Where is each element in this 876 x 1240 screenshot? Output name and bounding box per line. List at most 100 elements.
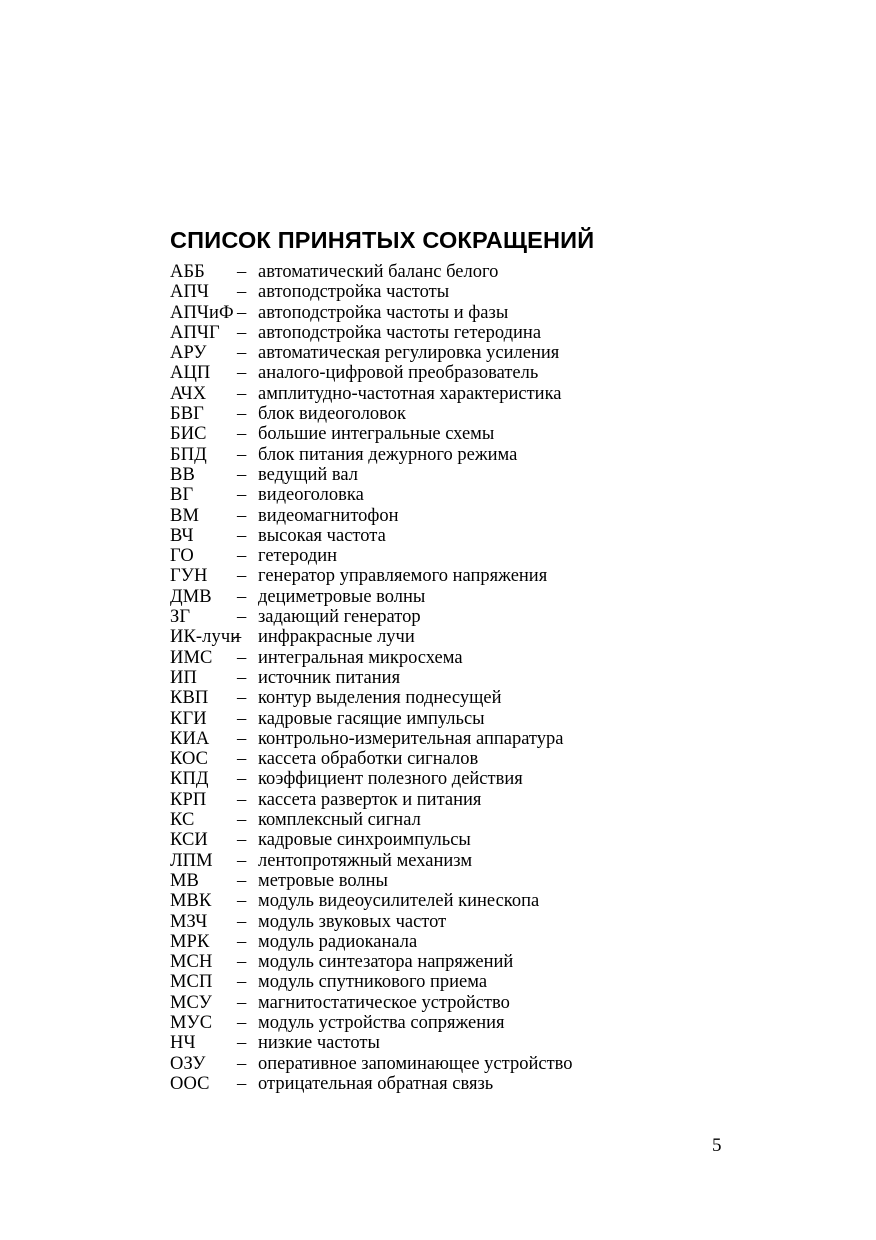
abbreviation-term: ЗГ xyxy=(170,607,191,628)
abbreviation-term: КИА xyxy=(170,728,210,749)
abbreviation-dash: – xyxy=(237,607,247,628)
abbreviation-term: ИМС xyxy=(170,647,213,668)
abbreviation-dash: – xyxy=(237,688,247,709)
abbreviation-definition: задающий генератор xyxy=(258,607,421,628)
abbreviation-dash: – xyxy=(237,343,247,364)
abbreviation-dash: – xyxy=(232,627,242,648)
abbreviation-term: ВВ xyxy=(170,464,195,485)
abbreviation-definition: автоподстройка частоты гетеродина xyxy=(258,322,542,343)
abbreviation-dash: – xyxy=(237,262,247,282)
abbreviation-row: ГО – гетеродин xyxy=(170,546,770,566)
abbreviation-row: АПЧиФ – автоподстройка частоты и фазы xyxy=(170,303,770,323)
abbreviation-definition: магнитостатическое устройство xyxy=(258,992,510,1013)
abbreviation-term: КГИ xyxy=(170,708,207,729)
abbreviation-row: АББ – автоматический баланс белого xyxy=(170,262,770,282)
abbreviation-definition: большие интегральные схемы xyxy=(258,424,495,445)
abbreviation-definition: гетеродин xyxy=(258,546,338,567)
abbreviation-dash: – xyxy=(237,708,247,729)
abbreviation-dash: – xyxy=(237,952,247,973)
abbreviation-row: ИП – источник питания xyxy=(170,668,770,688)
abbreviation-dash: – xyxy=(237,931,247,952)
abbreviation-dash: – xyxy=(237,728,247,749)
abbreviation-row: МВК – модуль видеоусилителей кинескопа xyxy=(170,891,770,911)
abbreviation-term: ГО xyxy=(170,546,194,567)
abbreviation-row: КСИ – кадровые синхроимпульсы xyxy=(170,830,770,850)
abbreviation-term: ИК-лучи xyxy=(170,627,241,648)
abbreviation-definition: блок питания дежурного режима xyxy=(258,444,518,465)
abbreviation-row: ЛПМ – лентопротяжный механизм xyxy=(170,851,770,871)
abbreviation-dash: – xyxy=(237,972,247,993)
abbreviation-term: БВГ xyxy=(170,404,204,425)
abbreviation-term: АЧХ xyxy=(170,383,207,404)
abbreviation-definition: оперативное запоминающее устройство xyxy=(258,1053,573,1074)
abbreviation-term: МВК xyxy=(170,891,212,912)
abbreviation-dash: – xyxy=(237,769,247,790)
abbreviation-row: АПЧГ – автоподстройка частоты гетеродина xyxy=(170,323,770,343)
abbreviation-term: ГУН xyxy=(170,566,208,587)
abbreviation-term: БПД xyxy=(170,444,207,465)
abbreviation-dash: – xyxy=(237,363,247,384)
abbreviation-definition: комплексный сигнал xyxy=(258,810,421,831)
abbreviation-term: МСН xyxy=(170,952,213,973)
abbreviation-dash: – xyxy=(237,749,247,770)
abbreviation-dash: – xyxy=(237,911,247,932)
abbreviation-row: ООС – отрицательная обратная связь xyxy=(170,1074,770,1094)
abbreviation-row: ДМВ – дециметровые волны xyxy=(170,587,770,607)
abbreviation-dash: – xyxy=(237,891,247,912)
abbreviation-term: АРУ xyxy=(170,343,207,364)
abbreviation-row: КВП – контур выделения поднесущей xyxy=(170,688,770,708)
page-title: СПИСОК ПРИНЯТЫХ СОКРАЩЕНИЙ xyxy=(170,226,595,253)
abbreviation-dash: – xyxy=(237,282,247,303)
abbreviation-definition: кассета обработки сигналов xyxy=(258,749,479,770)
abbreviation-definition: модуль устройства сопряжения xyxy=(258,1012,505,1033)
abbreviation-definition: отрицательная обратная связь xyxy=(258,1073,494,1094)
abbreviation-row: БВГ – блок видеоголовок xyxy=(170,404,770,424)
abbreviation-dash: – xyxy=(237,464,247,485)
abbreviation-definition: кадровые гасящие импульсы xyxy=(258,708,485,729)
abbreviation-row: КОС – кассета обработки сигналов xyxy=(170,749,770,769)
abbreviation-definition: кадровые синхроимпульсы xyxy=(258,830,471,851)
abbreviation-definition: интегральная микросхема xyxy=(258,647,463,668)
abbreviation-term: АПЧ xyxy=(170,282,210,303)
abbreviation-term: АББ xyxy=(170,262,205,282)
abbreviation-row: КРП – кассета разверток и питания xyxy=(170,790,770,810)
abbreviation-definition: модуль видеоусилителей кинескопа xyxy=(258,891,540,912)
abbreviation-dash: – xyxy=(237,1053,247,1074)
abbreviation-row: ЗГ – задающий генератор xyxy=(170,607,770,627)
abbreviation-row: АПЧ – автоподстройка частоты xyxy=(170,282,770,302)
abbreviation-definition: контрольно-измерительная аппаратура xyxy=(258,728,564,749)
abbreviation-dash: – xyxy=(237,424,247,445)
abbreviation-row: КПД – коэффициент полезного действия xyxy=(170,769,770,789)
abbreviation-definition: модуль спутникового приема xyxy=(258,972,488,993)
abbreviation-term: КОС xyxy=(170,749,209,770)
abbreviation-term: МРК xyxy=(170,931,210,952)
abbreviation-row: ВЧ – высокая частота xyxy=(170,526,770,546)
abbreviation-dash: – xyxy=(237,302,247,323)
abbreviation-term: МВ xyxy=(170,870,199,891)
abbreviation-dash: – xyxy=(237,1033,247,1054)
abbreviation-term: ВГ xyxy=(170,485,194,506)
abbreviation-row: МВ – метровые волны xyxy=(170,871,770,891)
abbreviation-dash: – xyxy=(237,444,247,465)
abbreviation-row: КИА – контрольно-измерительная аппаратура xyxy=(170,729,770,749)
abbreviation-dash: – xyxy=(237,322,247,343)
abbreviation-dash: – xyxy=(237,485,247,506)
abbreviation-row: МУС – модуль устройства сопряжения xyxy=(170,1013,770,1033)
page-number: 5 xyxy=(712,1135,722,1156)
abbreviation-definition: генератор управляемого напряжения xyxy=(258,566,548,587)
abbreviation-dash: – xyxy=(237,525,247,546)
abbreviation-term: КСИ xyxy=(170,830,208,851)
abbreviation-term: КРП xyxy=(170,789,207,810)
abbreviation-row: БИС – большие интегральные схемы xyxy=(170,424,770,444)
abbreviation-dash: – xyxy=(237,1012,247,1033)
abbreviation-dash: – xyxy=(237,566,247,587)
abbreviation-row: ИК-лучи – инфракрасные лучи xyxy=(170,627,770,647)
abbreviation-definition: аналого-цифровой преобразователь xyxy=(258,363,539,384)
abbreviation-definition: метровые волны xyxy=(258,870,388,891)
abbreviation-row: МСП – модуль спутникового приема xyxy=(170,972,770,992)
abbreviation-term: БИС xyxy=(170,424,207,445)
abbreviation-row: БПД – блок питания дежурного режима xyxy=(170,445,770,465)
abbreviation-dash: – xyxy=(237,850,247,871)
abbreviation-term: КС xyxy=(170,810,195,831)
abbreviation-definition: лентопротяжный механизм xyxy=(258,850,473,871)
